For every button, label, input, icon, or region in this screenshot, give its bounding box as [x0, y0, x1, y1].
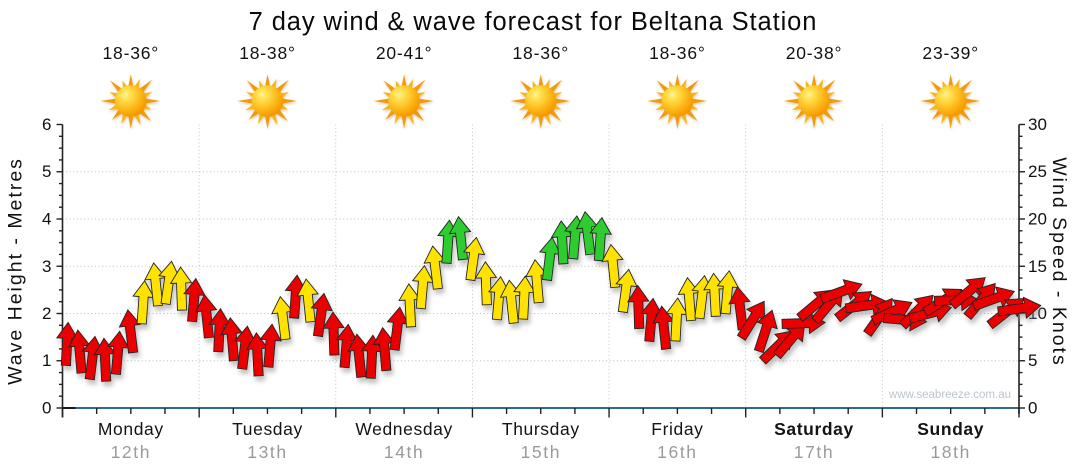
svg-text:1: 1	[42, 351, 51, 370]
svg-text:15th: 15th	[521, 442, 561, 462]
svg-text:17th: 17th	[794, 442, 834, 462]
svg-text:18th: 18th	[930, 442, 970, 462]
svg-text:30: 30	[1028, 115, 1047, 134]
svg-text:14th: 14th	[384, 442, 424, 462]
svg-text:0: 0	[42, 399, 51, 418]
svg-text:12th: 12th	[111, 442, 151, 462]
svg-text:Wednesday: Wednesday	[355, 419, 453, 439]
svg-text:Saturday: Saturday	[774, 419, 854, 439]
svg-text:18-36°: 18-36°	[649, 43, 706, 63]
svg-text:www.seabreeze.com.au: www.seabreeze.com.au	[888, 389, 1011, 401]
svg-text:4: 4	[42, 210, 51, 229]
svg-text:5: 5	[1028, 351, 1037, 370]
svg-text:20: 20	[1028, 210, 1047, 229]
svg-text:18-38°: 18-38°	[239, 43, 296, 63]
svg-text:3: 3	[42, 257, 51, 276]
svg-text:Tuesday: Tuesday	[232, 419, 303, 439]
svg-text:15: 15	[1028, 257, 1047, 276]
svg-text:16th: 16th	[657, 442, 697, 462]
svg-text:Sunday: Sunday	[917, 419, 984, 439]
svg-text:23-39°: 23-39°	[922, 43, 979, 63]
svg-text:Thursday: Thursday	[502, 419, 580, 439]
svg-text:Wave Height - Metres: Wave Height - Metres	[5, 157, 27, 385]
svg-text:13th: 13th	[247, 442, 287, 462]
svg-text:18-36°: 18-36°	[513, 43, 570, 63]
svg-text:5: 5	[42, 162, 51, 181]
svg-text:Monday: Monday	[98, 419, 164, 439]
svg-text:18-36°: 18-36°	[103, 43, 160, 63]
svg-text:7 day wind & wave forecast for: 7 day wind & wave forecast for Beltana S…	[249, 8, 818, 36]
svg-text:25: 25	[1028, 162, 1047, 181]
svg-text:20-41°: 20-41°	[376, 43, 433, 63]
svg-text:Wind Speed - Knots: Wind Speed - Knots	[1048, 157, 1070, 366]
svg-text:2: 2	[42, 304, 51, 323]
svg-text:Friday: Friday	[651, 419, 703, 439]
svg-text:0: 0	[1028, 399, 1037, 418]
svg-text:20-38°: 20-38°	[786, 43, 843, 63]
svg-text:6: 6	[42, 115, 51, 134]
